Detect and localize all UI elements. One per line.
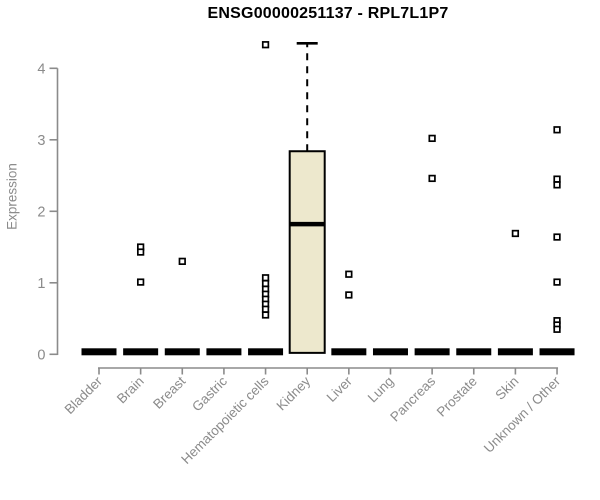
outlier-point [136, 278, 145, 286]
chart-title: ENSG00000251137 - RPL7L1P7 [207, 5, 449, 22]
flat-box [372, 348, 408, 356]
flat-box [248, 348, 284, 356]
flat-box [456, 348, 492, 356]
y-tick-label: 3 [37, 133, 45, 149]
outlier-point [345, 291, 353, 299]
flat-box [123, 348, 159, 356]
flat-box [497, 348, 533, 356]
flat-box [414, 348, 450, 356]
x-tick-label: Bladder [62, 373, 106, 417]
y-tick-label: 0 [37, 347, 45, 363]
outlier-point [261, 41, 270, 49]
outlier-point [261, 274, 270, 282]
x-tick-label: Brain [114, 374, 147, 407]
flat-box [206, 348, 242, 356]
flat-box [539, 348, 575, 356]
outlier-point [178, 257, 186, 265]
flat-box [331, 348, 367, 356]
outlier-point [553, 325, 561, 333]
flat-box [81, 348, 117, 356]
outlier-point [428, 174, 436, 183]
x-tick-label: Skin [492, 374, 521, 403]
x-tick-label: Pancreas [387, 373, 438, 424]
outlier-point [428, 134, 436, 143]
y-tick-label: 4 [37, 61, 45, 77]
flat-box [164, 348, 200, 356]
x-tick-label: Unknown / Other [481, 373, 564, 456]
outlier-point [553, 278, 561, 286]
x-tick-label: Liver [324, 373, 356, 405]
outlier-point [136, 248, 145, 256]
x-tick-label: Kidney [274, 373, 314, 413]
outlier-point [261, 311, 270, 319]
x-tick-label: Prostate [434, 374, 480, 420]
outlier-point [345, 270, 353, 278]
outlier-point [553, 175, 561, 183]
y-tick-label: 2 [37, 204, 45, 220]
outlier-point [261, 305, 270, 313]
outlier-point [553, 181, 561, 189]
box [288, 150, 326, 354]
y-tick-label: 1 [37, 276, 45, 292]
x-tick-label: Gastric [189, 373, 230, 414]
outlier-point [553, 126, 561, 134]
outlier-point [261, 279, 270, 288]
outlier-point [511, 229, 520, 238]
x-tick-label: Lung [365, 374, 397, 406]
x-tick-label: Breast [150, 373, 188, 411]
outlier-point [553, 233, 561, 241]
